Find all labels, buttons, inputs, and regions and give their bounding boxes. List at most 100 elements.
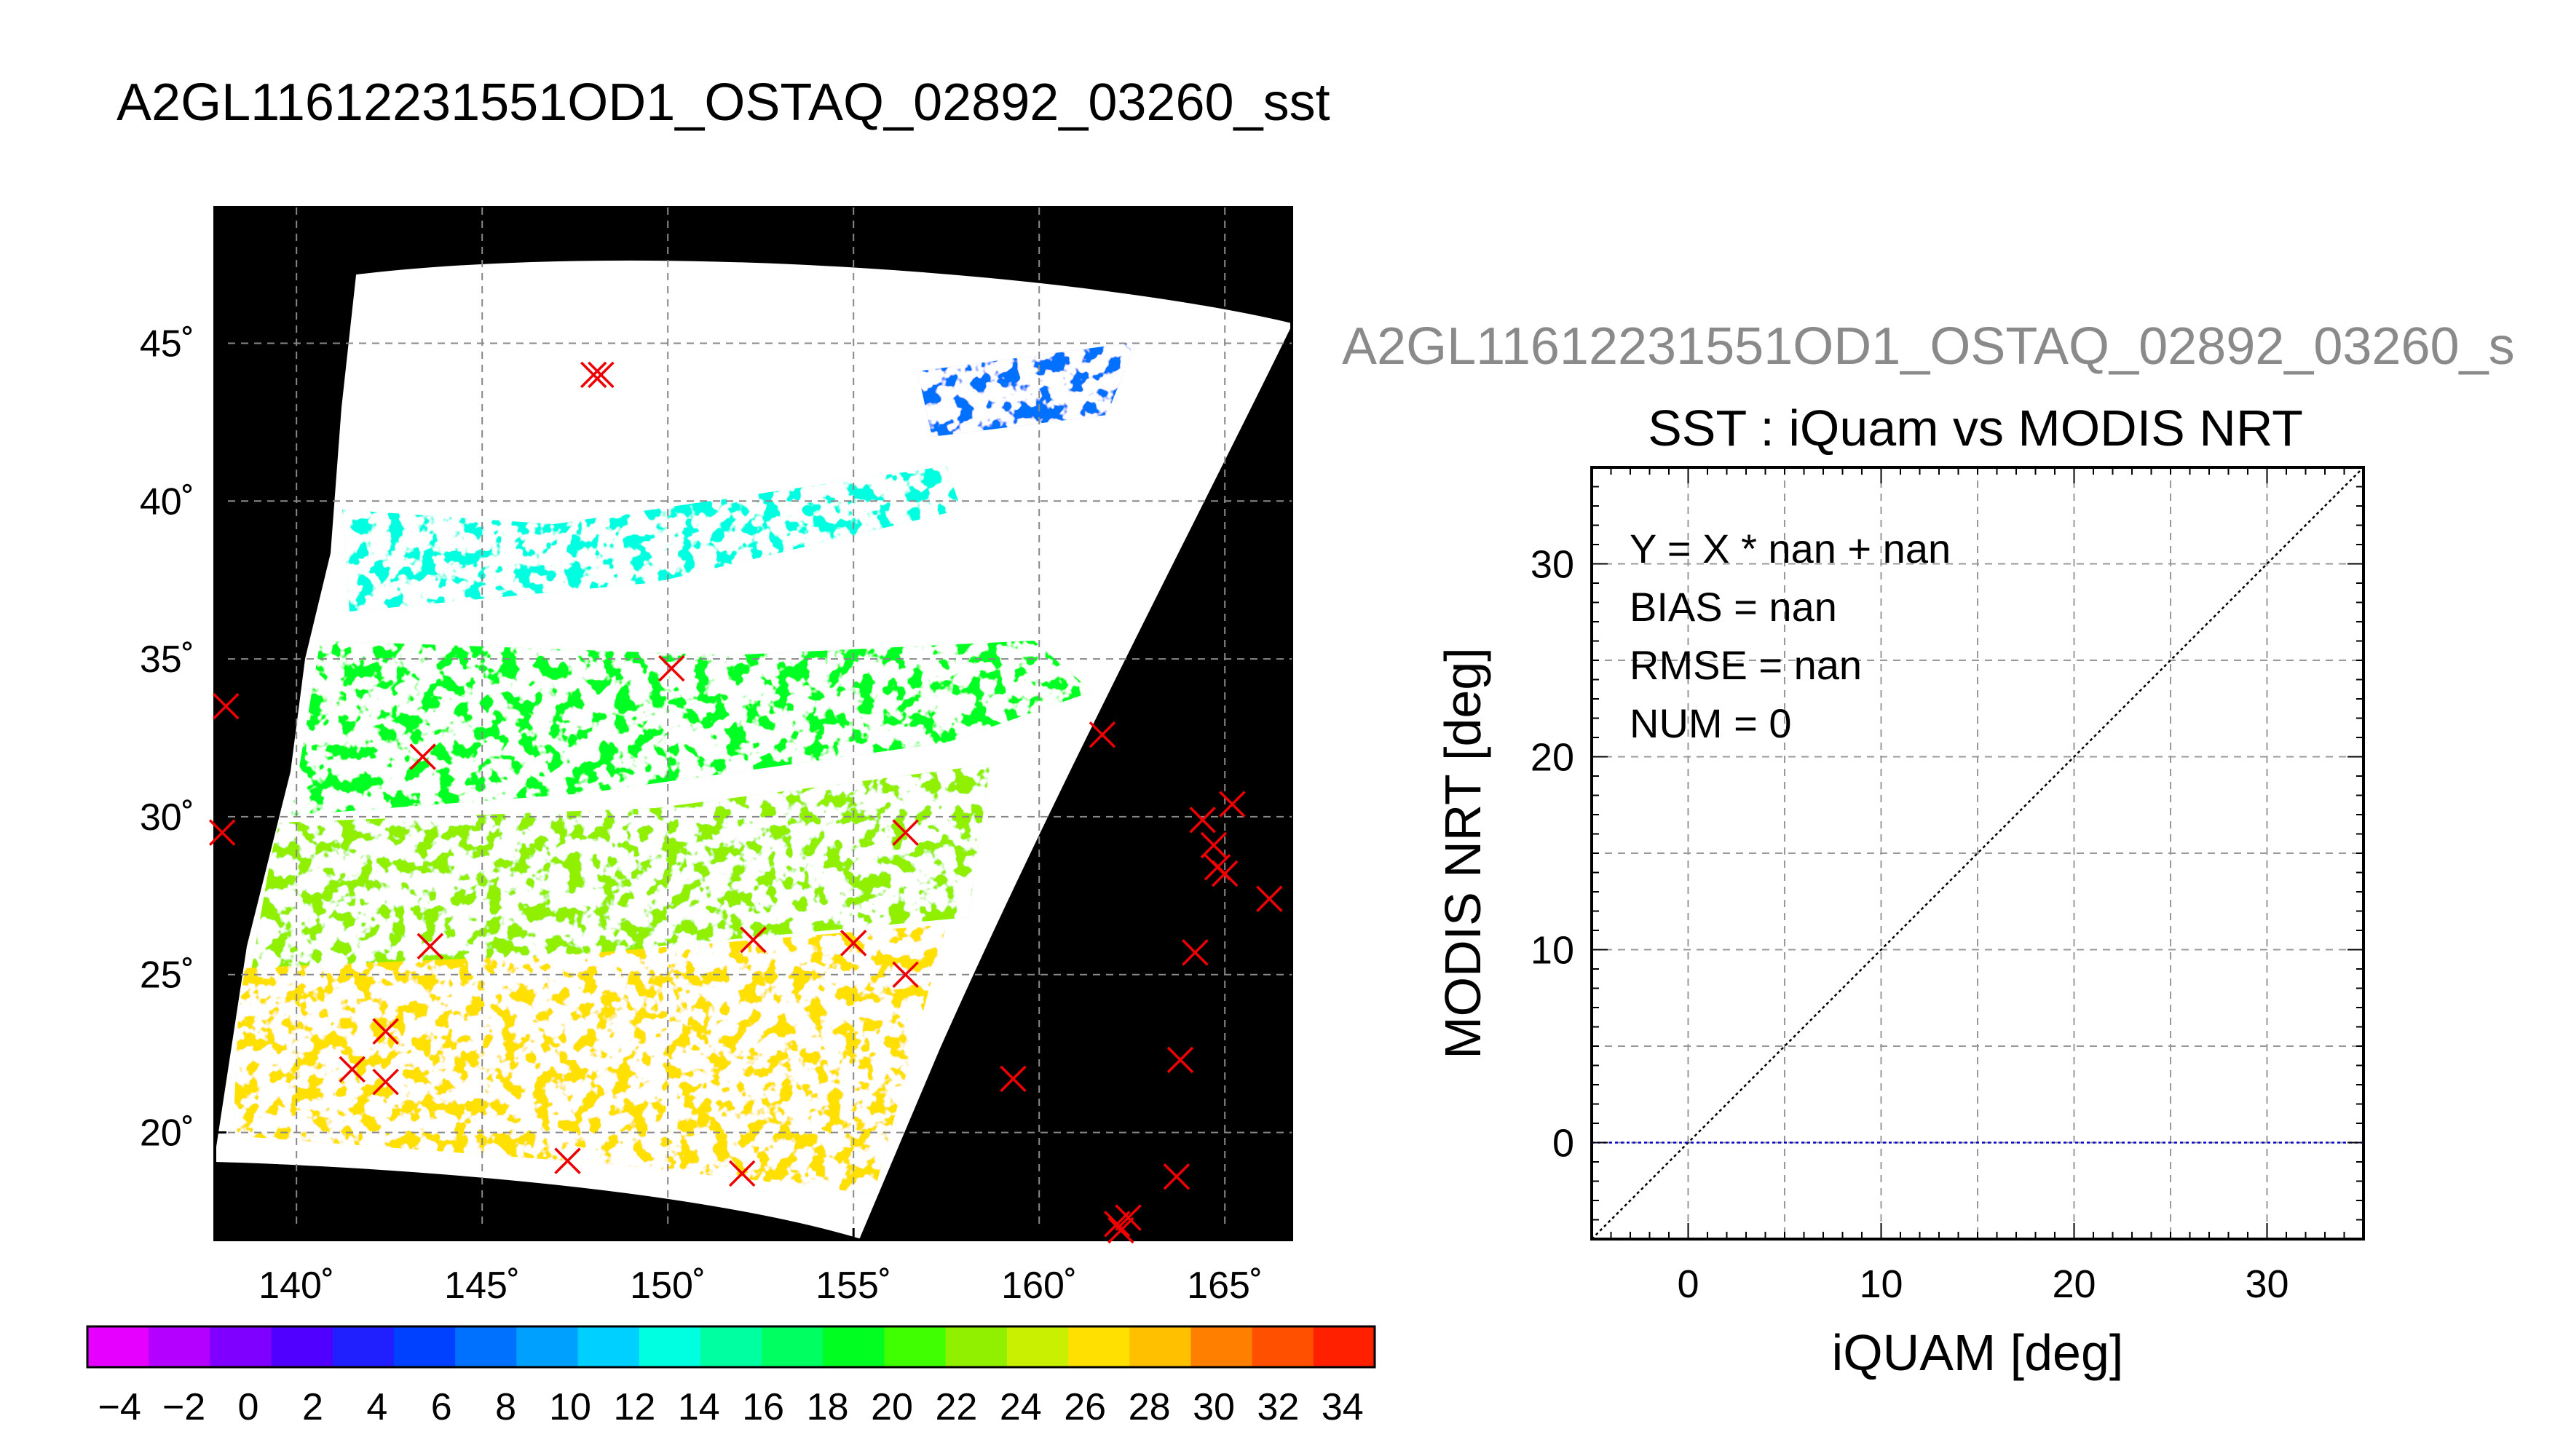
y-tick-label: 30	[1531, 543, 1574, 587]
colorbar-segment	[455, 1326, 517, 1367]
insitu-marker	[658, 654, 685, 682]
colorbar-tick-label: 8	[495, 1386, 516, 1428]
lat-tick-label: 20˚	[140, 1112, 194, 1155]
colorbar-segment	[210, 1326, 272, 1367]
lat-tick-label: 30˚	[140, 796, 194, 839]
scatter-file-title: A2GL11612231551OD1_OSTAQ_02892_03260_s	[1342, 317, 2515, 376]
colorbar-tick-label: 6	[431, 1386, 452, 1428]
insitu-marker	[1200, 831, 1228, 859]
insitu-marker	[1219, 791, 1246, 818]
lon-tick-label: 160˚	[1001, 1265, 1077, 1307]
colorbar-tick-label: 16	[742, 1386, 784, 1428]
colorbar-segment	[1006, 1326, 1069, 1367]
y-tick-label: 10	[1531, 929, 1574, 973]
colorbar-segment	[639, 1326, 701, 1367]
colorbar-tick-label: 34	[1322, 1386, 1364, 1428]
insitu-marker	[728, 1160, 756, 1187]
insitu-marker	[409, 743, 436, 770]
sst-region	[342, 466, 961, 612]
colorbar-tick-label: −2	[162, 1386, 205, 1428]
insitu-marker	[892, 961, 919, 988]
insitu-marker	[372, 1068, 399, 1096]
colorbar-tick-label: 4	[366, 1386, 387, 1428]
lon-tick-label: 145˚	[444, 1265, 520, 1307]
colorbar-segment	[1190, 1326, 1253, 1367]
insitu-marker	[580, 361, 607, 389]
colorbar-segment	[332, 1326, 395, 1367]
colorbar-segment	[271, 1326, 333, 1367]
y-axis-label: MODIS NRT [deg]	[1434, 647, 1491, 1059]
colorbar-tick-label: 28	[1129, 1386, 1171, 1428]
colorbar-segments	[87, 1326, 1375, 1367]
lat-tick-label: 40˚	[140, 480, 194, 523]
colorbar-segment	[577, 1326, 640, 1367]
x-tick-label: 10	[1859, 1262, 1903, 1306]
lon-tick-label: 150˚	[630, 1265, 706, 1307]
page-title: A2GL11612231551OD1_OSTAQ_02892_03260_sst	[117, 74, 1330, 132]
insitu-marker	[1256, 885, 1283, 912]
y-tick-label: 20	[1531, 736, 1574, 780]
scatter-title: SST : iQuam vs MODIS NRT	[1648, 400, 2303, 456]
colorbar-tick-label: 2	[302, 1386, 323, 1428]
colorbar-tick-label: 0	[238, 1386, 259, 1428]
insitu-marker	[554, 1147, 581, 1174]
lon-tick-label: 140˚	[258, 1265, 334, 1307]
lat-tick-label: 25˚	[140, 954, 194, 997]
lon-tick-label: 165˚	[1187, 1265, 1263, 1307]
insitu-marker	[1163, 1163, 1190, 1190]
x-tick-label: 0	[1677, 1262, 1699, 1306]
insitu-marker	[416, 933, 444, 960]
colorbar-segment	[823, 1326, 885, 1367]
lat-tick-label: 35˚	[140, 638, 194, 681]
insitu-marker	[1107, 1216, 1134, 1244]
insitu-marker	[372, 1018, 399, 1045]
colorbar-tick-label: 10	[549, 1386, 591, 1428]
colorbar-tick-label: 30	[1193, 1386, 1235, 1428]
insitu-marker	[339, 1056, 366, 1083]
colorbar-tick-label: 12	[613, 1386, 655, 1428]
colorbar-tick-label: 14	[678, 1386, 720, 1428]
map-frame	[213, 206, 1293, 1241]
colorbar-segment	[1068, 1326, 1130, 1367]
insitu-marker	[1000, 1065, 1027, 1093]
insitu-marker	[840, 930, 867, 957]
colorbar-segment	[1313, 1326, 1375, 1367]
colorbar-segment	[516, 1326, 579, 1367]
colorbar-segment	[87, 1326, 149, 1367]
colorbar-frame	[86, 1325, 1376, 1369]
colorbar-tick-label: 24	[1000, 1386, 1042, 1428]
insitu-marker	[213, 692, 240, 720]
y-tick-label: 0	[1552, 1122, 1574, 1166]
lon-tick-label: 155˚	[816, 1265, 891, 1307]
colorbar-tick-label: 32	[1257, 1386, 1299, 1428]
lat-tick-label: 45˚	[140, 323, 194, 365]
identity-line	[1591, 467, 2364, 1240]
colorbar-segment	[1252, 1326, 1314, 1367]
insitu-marker	[1182, 939, 1209, 966]
colorbar-segment	[762, 1326, 824, 1367]
colorbar-tick-label: 26	[1064, 1386, 1106, 1428]
insitu-marker	[1115, 1204, 1142, 1231]
colorbar-segment	[1129, 1326, 1191, 1367]
x-tick-label: 20	[2052, 1262, 2096, 1306]
stats-line: BIAS = nan	[1630, 584, 1837, 630]
sst-field	[233, 261, 1136, 1194]
insitu-marker	[208, 819, 236, 846]
colorbar-segment	[884, 1326, 947, 1367]
colorbar-segment	[149, 1326, 210, 1367]
x-tick-label: 30	[2245, 1262, 2289, 1306]
sst-region	[233, 925, 947, 1194]
insitu-marker	[892, 819, 919, 846]
insitu-marker	[1189, 807, 1216, 834]
colorbar-segment	[945, 1326, 1008, 1367]
colorbar-tick-label: 22	[935, 1386, 977, 1428]
x-axis-label: iQUAM [deg]	[1832, 1324, 2124, 1381]
insitu-marker	[1166, 1046, 1194, 1074]
swath-edge	[215, 260, 1292, 1239]
insitu-marker	[740, 926, 767, 954]
colorbar-tick-label: 18	[807, 1386, 849, 1428]
insitu-marker	[1211, 860, 1239, 887]
